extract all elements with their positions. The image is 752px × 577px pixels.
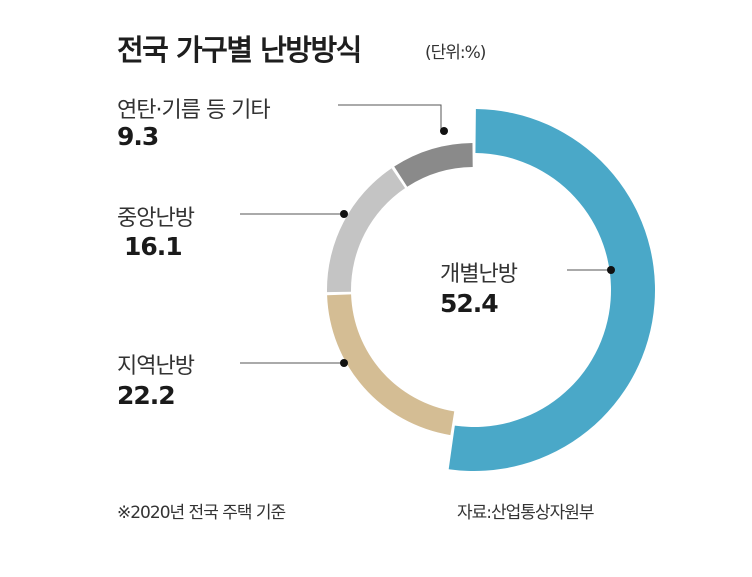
dot-district [340,359,348,367]
segment-central [327,168,406,293]
dot-other [440,127,448,135]
label-other-value: 9.3 [117,122,159,151]
label-central-value: 16.1 [124,232,183,261]
chart-title: 전국 가구별 난방방식 [117,33,362,67]
dot-central [340,210,348,218]
footnote: ※2020년 전국 주택 기준 [117,503,286,523]
label-individual-value: 52.4 [440,289,499,318]
leader-lines [240,104,611,364]
segment-district [327,294,455,436]
leader-dots [340,127,615,367]
label-other-name: 연탄·기름 등 기타 [117,98,271,123]
dot-individual [607,266,615,274]
segment-individual [448,109,656,472]
label-district-value: 22.2 [117,381,176,410]
segment-other [394,143,473,187]
label-district-name: 지역난방 [117,354,195,379]
unit-label: (단위:%) [425,43,486,63]
source-note: 자료:산업통상자원부 [457,503,594,523]
label-individual-name: 개별난방 [440,262,518,287]
donut-segments [327,109,656,472]
label-central-name: 중앙난방 [117,206,195,231]
leader-line-other [338,104,442,131]
